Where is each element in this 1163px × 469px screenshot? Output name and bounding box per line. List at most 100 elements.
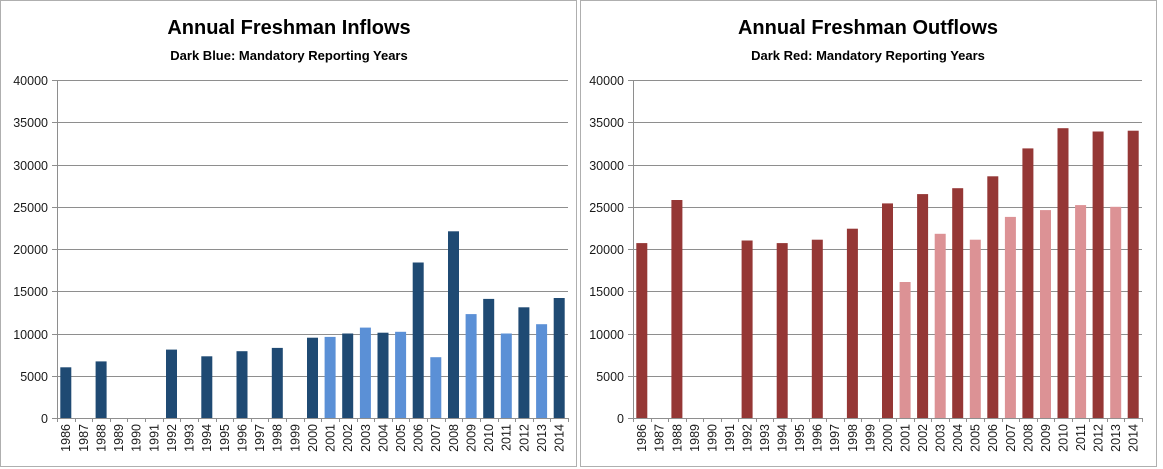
x-axis-label: 2009 [464, 424, 478, 452]
bar-2008 [1022, 148, 1034, 418]
bar-2001 [324, 336, 336, 418]
x-axis-label: 1996 [235, 424, 249, 452]
x-axis-label: 1993 [183, 424, 197, 452]
x-axis-label: 2006 [412, 424, 426, 452]
y-axis-label: 35000 [589, 116, 624, 130]
x-axis-label: 2003 [359, 424, 373, 452]
x-axis-label: 1989 [688, 424, 702, 452]
x-axis-label: 2010 [482, 424, 496, 452]
bar-2007 [430, 357, 442, 418]
y-axis-label: 10000 [589, 328, 624, 342]
x-axis-label: 1988 [94, 424, 108, 452]
outflows-chart-title: Annual Freshman Outflows [737, 17, 999, 39]
bar-2002 [342, 333, 354, 418]
x-axis-label: 2014 [1127, 424, 1141, 452]
bar-2003 [359, 327, 371, 418]
bar-1996 [811, 239, 823, 418]
x-axis-label: 2002 [341, 424, 355, 452]
y-axis-label: 30000 [589, 159, 624, 173]
outflows-plot: 0 5000 10000 15000 20000 25000 30000 35000 40000… [580, 0, 1157, 467]
y-axis-label: 20000 [589, 243, 624, 257]
bar-2001 [899, 282, 911, 418]
bar-2003 [934, 233, 946, 418]
y-axis-label: 0 [617, 412, 624, 426]
y-axis-label: 25000 [13, 201, 48, 215]
x-axis-label: 1995 [218, 424, 232, 452]
x-axis-label: 1997 [253, 424, 267, 452]
x-axis-label: 2007 [1004, 424, 1018, 452]
bar-1992 [741, 240, 753, 418]
y-axis-label: 30000 [13, 159, 48, 173]
y-axis-label: 10000 [13, 328, 48, 342]
bar-1992 [166, 349, 177, 418]
bar-2000 [882, 203, 893, 418]
bar-2014 [1127, 130, 1139, 418]
x-axis-label: 1994 [776, 424, 790, 452]
x-axis-label: 1991 [723, 424, 737, 452]
x-axis-label: 1997 [828, 424, 842, 452]
y-axis-label: 40000 [589, 74, 624, 88]
bar-2004 [952, 188, 964, 418]
x-axis-label: 2011 [500, 424, 514, 451]
x-axis-label: 2009 [1039, 424, 1053, 452]
x-axis-label: 1998 [271, 424, 285, 452]
x-axis-label: 2004 [376, 424, 390, 452]
x-axis-label: 1993 [758, 424, 772, 452]
x-axis-label: 2004 [951, 424, 965, 452]
x-axis-label: 2012 [1091, 424, 1105, 452]
y-axis-label: 40000 [13, 74, 48, 88]
x-axis-label: 2008 [447, 424, 461, 452]
outflows-chart-subtitle: Dark Red: Mandatory Reporting Years [751, 48, 985, 63]
bar-2010 [483, 298, 495, 418]
bar-1998 [846, 228, 858, 418]
y-axis-label: 15000 [13, 285, 48, 299]
bar-2014 [553, 298, 565, 418]
x-axis-label: 1992 [165, 424, 179, 452]
bar-2002 [917, 194, 929, 418]
bar-2005 [395, 331, 407, 418]
bar-2011 [1075, 205, 1087, 418]
x-axis-label: 1988 [670, 424, 684, 452]
x-axis-label: 1992 [740, 424, 754, 452]
inflows-chart: 0 5000 10000 15000 20000 25000 30000 35000 40000… [0, 0, 578, 468]
x-axis-label: 2005 [969, 424, 983, 452]
bar-1986 [636, 243, 648, 418]
bar-2005 [969, 239, 981, 418]
y-axis-label: 5000 [596, 370, 624, 384]
bar-2004 [377, 332, 389, 418]
x-axis-label: 1999 [863, 424, 877, 452]
x-axis-label: 2011 [1074, 424, 1088, 451]
bar-2012 [1092, 131, 1104, 418]
bar-2007 [1004, 216, 1016, 418]
x-axis-label: 2001 [898, 424, 912, 452]
bar-1986 [60, 367, 72, 418]
x-axis-label: 1990 [130, 424, 144, 452]
x-axis-label: 1995 [793, 424, 807, 452]
x-axis-label: 2010 [1056, 424, 1070, 452]
x-axis-label: 1986 [635, 424, 649, 452]
y-axis-label: 15000 [589, 285, 624, 299]
y-axis-label: 20000 [13, 243, 48, 257]
bar-2006 [987, 176, 999, 418]
x-axis-label: 2000 [881, 424, 895, 452]
y-axis-label: 35000 [13, 116, 48, 130]
x-axis-label: 2001 [323, 424, 337, 452]
x-axis-label: 2014 [553, 424, 567, 452]
x-axis-label: 2008 [1021, 424, 1035, 452]
x-axis-label: 2007 [429, 424, 443, 452]
x-axis-label: 1999 [288, 424, 302, 452]
bar-2009 [465, 314, 477, 418]
bar-2013 [536, 324, 548, 418]
bar-1988 [95, 361, 107, 418]
x-axis-label: 2000 [306, 424, 320, 452]
bar-2006 [412, 262, 424, 418]
bar-1988 [671, 200, 683, 418]
outflows-chart: 0 5000 10000 15000 20000 25000 30000 35000 40000… [579, 0, 1163, 468]
y-axis-label: 25000 [589, 201, 624, 215]
bar-1998 [271, 347, 283, 418]
bar-2010 [1057, 128, 1069, 418]
bar-2011 [500, 333, 512, 418]
x-axis-label: 2002 [916, 424, 930, 452]
chart-border [0, 0, 577, 467]
